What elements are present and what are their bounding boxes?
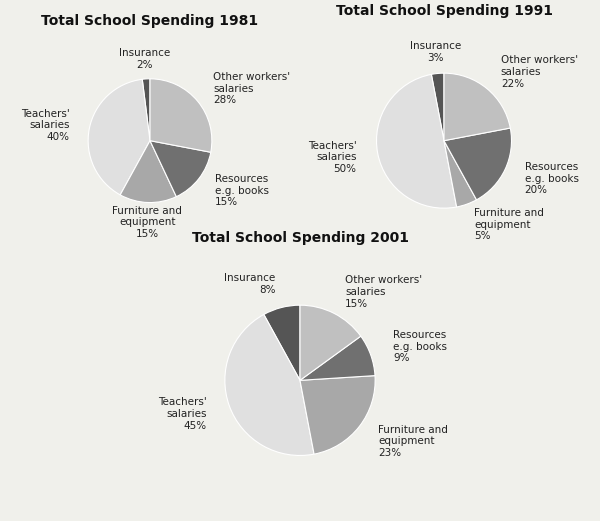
Wedge shape xyxy=(88,79,150,195)
Wedge shape xyxy=(225,315,314,455)
Text: Insurance
3%: Insurance 3% xyxy=(410,41,461,63)
Text: Other workers'
salaries
15%: Other workers' salaries 15% xyxy=(345,276,422,308)
Text: Insurance
2%: Insurance 2% xyxy=(119,48,170,70)
Text: Furniture and
equipment
23%: Furniture and equipment 23% xyxy=(379,425,448,458)
Wedge shape xyxy=(142,79,150,141)
Text: Resources
e.g. books
20%: Resources e.g. books 20% xyxy=(524,162,578,195)
Wedge shape xyxy=(377,75,457,208)
Wedge shape xyxy=(120,141,176,203)
Text: Other workers'
salaries
28%: Other workers' salaries 28% xyxy=(213,72,290,105)
Wedge shape xyxy=(300,336,375,380)
Wedge shape xyxy=(300,376,375,454)
Wedge shape xyxy=(431,73,444,141)
Text: Furniture and
equipment
5%: Furniture and equipment 5% xyxy=(474,208,544,241)
Text: Resources
e.g. books
9%: Resources e.g. books 9% xyxy=(394,330,448,363)
Title: Total School Spending 1981: Total School Spending 1981 xyxy=(41,14,259,28)
Title: Total School Spending 1991: Total School Spending 1991 xyxy=(335,4,553,18)
Wedge shape xyxy=(300,305,361,380)
Text: Insurance
8%: Insurance 8% xyxy=(224,274,275,295)
Text: Teachers'
salaries
40%: Teachers' salaries 40% xyxy=(21,109,70,142)
Wedge shape xyxy=(264,305,300,380)
Title: Total School Spending 2001: Total School Spending 2001 xyxy=(191,231,409,245)
Wedge shape xyxy=(150,141,211,196)
Text: Other workers'
salaries
22%: Other workers' salaries 22% xyxy=(501,55,578,89)
Text: Teachers'
salaries
45%: Teachers' salaries 45% xyxy=(158,398,206,430)
Text: Furniture and
equipment
15%: Furniture and equipment 15% xyxy=(112,206,182,239)
Wedge shape xyxy=(444,141,476,207)
Wedge shape xyxy=(444,128,511,200)
Text: Resources
e.g. books
15%: Resources e.g. books 15% xyxy=(215,174,269,207)
Text: Teachers'
salaries
50%: Teachers' salaries 50% xyxy=(308,141,356,174)
Wedge shape xyxy=(150,79,212,152)
Wedge shape xyxy=(444,73,511,141)
